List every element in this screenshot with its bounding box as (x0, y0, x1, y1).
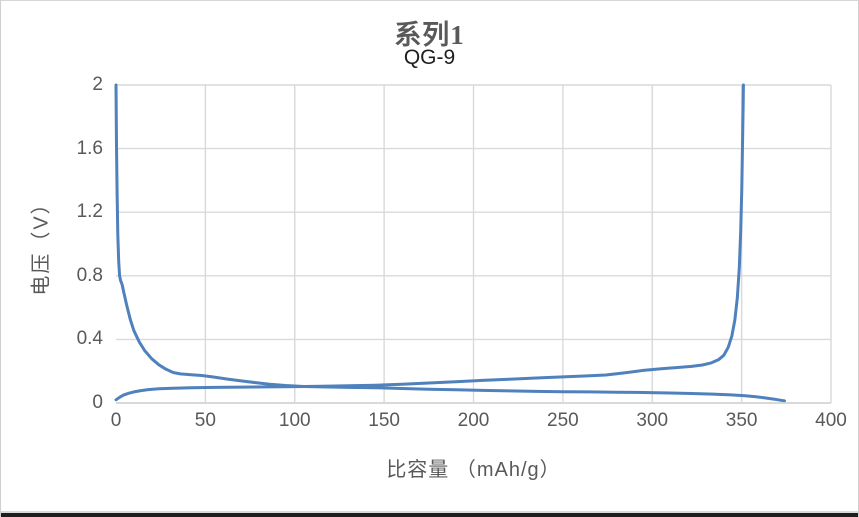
bottom-divider (1, 511, 858, 513)
x-tick-label: 100 (278, 410, 311, 431)
x-tick-label: 300 (636, 410, 669, 431)
x-axis-title: 比容量 （mAh/g） (386, 459, 561, 481)
charge-curve[interactable] (114, 83, 745, 402)
x-tick-label: 50 (194, 410, 216, 431)
y-tick-label: 0 (92, 392, 103, 413)
bottom-bar (1, 513, 858, 517)
plot-svg (114, 83, 832, 404)
discharge-curve[interactable] (114, 83, 786, 403)
x-tick-label: 350 (725, 410, 758, 431)
y-tick-label: 1.2 (76, 201, 103, 223)
plot-area[interactable] (114, 83, 832, 404)
y-tick-label: 1.6 (76, 137, 103, 159)
chart-subtitle[interactable]: QG-9 (403, 46, 456, 69)
x-tick-label: 0 (110, 410, 122, 431)
x-tick-label: 150 (368, 410, 400, 431)
chart-title[interactable]: 系列1 (394, 20, 465, 50)
x-tick-label: 200 (457, 410, 490, 431)
x-tick-label: 250 (547, 410, 579, 431)
x-tick-label: 400 (815, 410, 847, 431)
y-tick-label: 0.8 (76, 264, 103, 286)
y-tick-label: 0.4 (76, 328, 103, 350)
y-tick-label: 2 (92, 74, 103, 95)
